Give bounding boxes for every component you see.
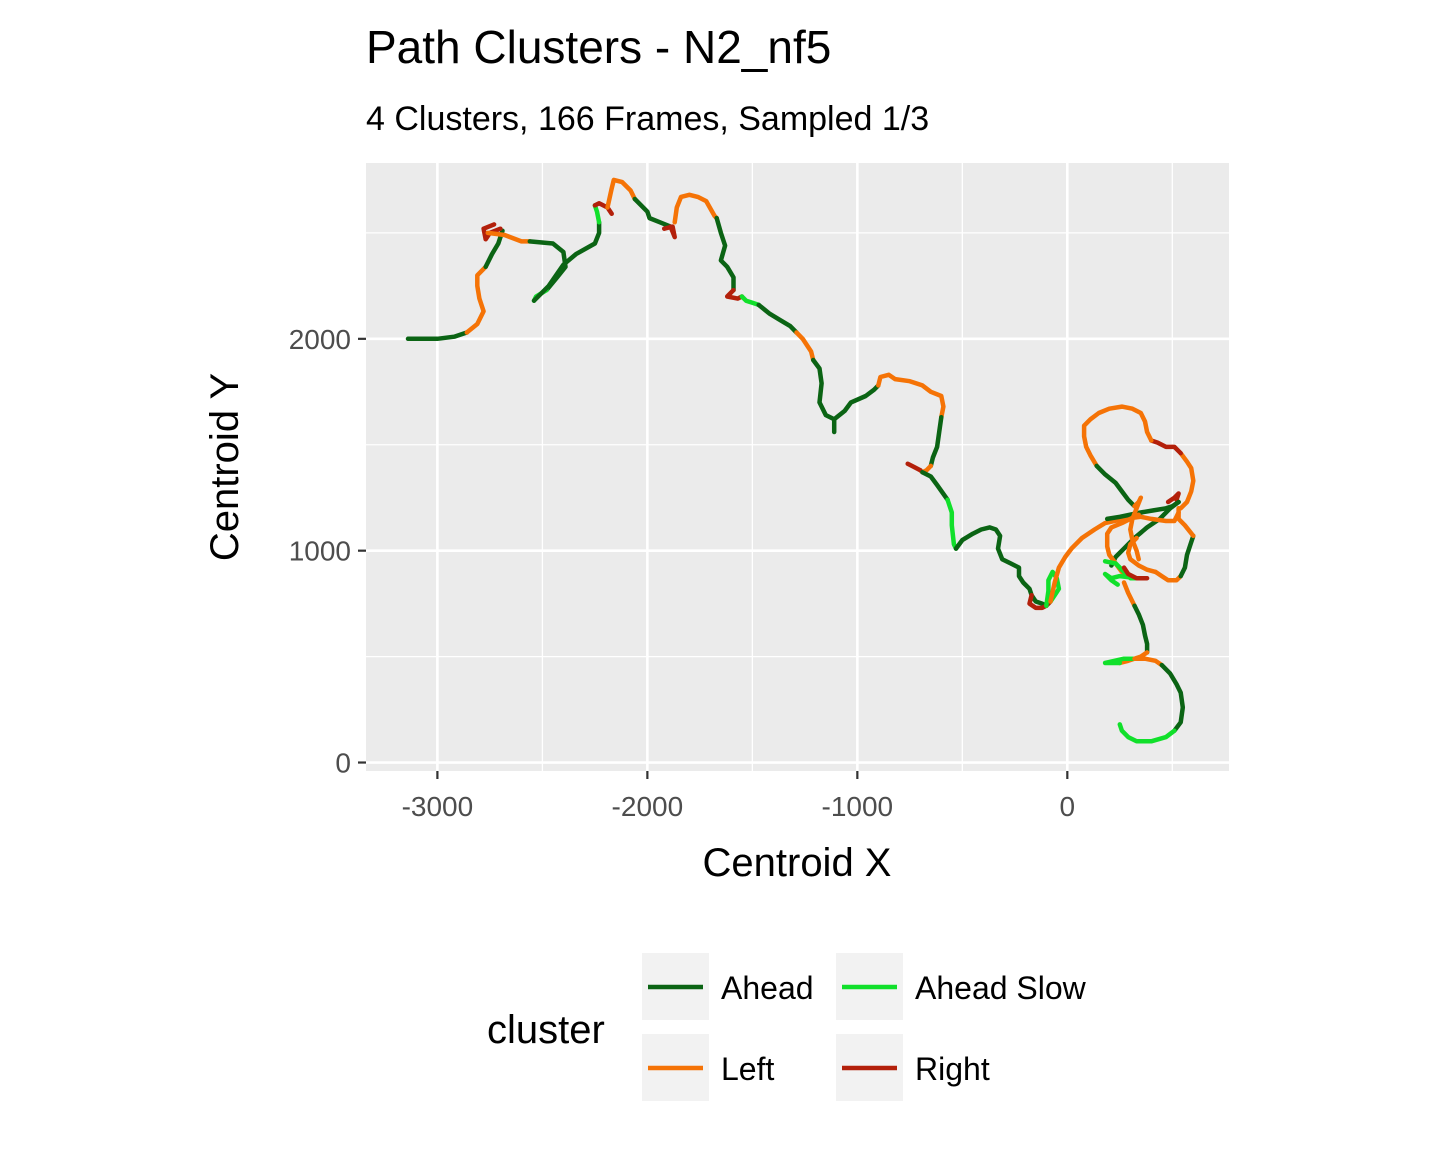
x-axis: -3000 -2000 -1000 0 xyxy=(402,771,1076,822)
chart-subtitle: 4 Clusters, 166 Frames, Sampled 1/3 xyxy=(366,100,929,138)
path-segment-left xyxy=(1125,535,1158,575)
path-segment-right xyxy=(724,287,745,301)
path-segment-ahead xyxy=(483,228,505,270)
x-tick-label: -3000 xyxy=(402,791,474,822)
path-segment-right xyxy=(661,224,677,240)
y-tick-label: 0 xyxy=(335,748,351,779)
x-axis-title: Centroid X xyxy=(703,841,892,885)
path-segment-left xyxy=(672,192,719,225)
path-segment-ahead xyxy=(714,215,736,293)
path-segment-left xyxy=(605,177,638,210)
path-segment-ahead xyxy=(1159,662,1186,733)
path-segment-ahead xyxy=(1094,463,1137,509)
path-segment-right xyxy=(1149,438,1183,456)
legend: cluster Ahead Ahead Slow Left Right xyxy=(487,953,1087,1101)
x-tick-label: -1000 xyxy=(822,791,894,822)
path-segment-ahead xyxy=(920,470,950,503)
path-segment-ahead-slow xyxy=(945,497,959,551)
chart-title: Path Clusters - N2_nf5 xyxy=(366,21,831,73)
path-segment-ahead-slow xyxy=(739,294,761,308)
x-tick-label: 0 xyxy=(1060,791,1076,822)
path-segment-right xyxy=(1165,491,1181,505)
path-segment-left xyxy=(464,264,488,335)
path-segment-left xyxy=(1121,580,1137,609)
path-segment-ahead xyxy=(810,357,881,435)
path-segment-ahead xyxy=(405,330,470,342)
legend-label-left: Left xyxy=(721,1051,774,1087)
path-segment-right xyxy=(592,201,614,217)
legend-label-ahead-slow: Ahead Slow xyxy=(915,970,1087,1006)
path-segment-left xyxy=(1176,506,1196,539)
path-segment-ahead xyxy=(1132,603,1150,655)
path-segment-left xyxy=(485,230,533,244)
path-segment-ahead xyxy=(1109,499,1181,568)
path-segment-right xyxy=(1121,565,1150,581)
plot-panel xyxy=(366,163,1229,771)
major-gridlines xyxy=(366,163,1229,771)
path-segment-right xyxy=(905,461,923,473)
path-segment-left xyxy=(1132,656,1165,668)
path-segment-left xyxy=(876,372,946,420)
legend-label-right: Right xyxy=(915,1051,990,1087)
path-segment-ahead xyxy=(1178,533,1196,579)
path-segment-ahead-slow xyxy=(1102,656,1137,666)
path-segment-ahead xyxy=(632,196,673,229)
path-segments xyxy=(405,177,1196,744)
legend-label-ahead: Ahead xyxy=(721,970,814,1006)
path-segment-ahead xyxy=(928,414,944,469)
y-axis: 0 1000 2000 xyxy=(289,324,366,779)
path-segment-ahead-slow xyxy=(1117,722,1177,744)
y-tick-label: 2000 xyxy=(289,324,351,355)
path-segment-left xyxy=(1048,514,1144,604)
y-tick-label: 1000 xyxy=(289,536,351,567)
path-segment-left xyxy=(1153,569,1183,583)
path-segment-left xyxy=(1081,404,1154,469)
path-segment-left xyxy=(1138,510,1181,524)
x-tick-label: -2000 xyxy=(612,791,684,822)
path-segment-ahead xyxy=(531,220,602,303)
y-axis-title: Centroid Y xyxy=(203,373,247,561)
path-segment-left xyxy=(1128,495,1144,562)
path-segment-left xyxy=(794,330,816,363)
path-segment-ahead xyxy=(756,302,799,335)
legend-title: cluster xyxy=(487,1008,605,1052)
path-segment-left xyxy=(1178,450,1196,511)
